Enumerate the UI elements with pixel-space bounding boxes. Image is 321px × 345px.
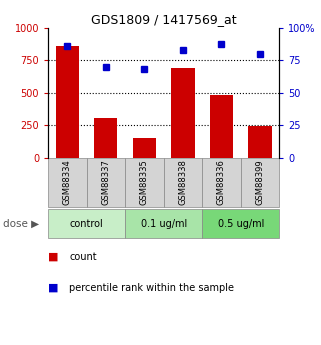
Bar bbox=[241, 158, 279, 207]
Bar bbox=[94, 118, 117, 158]
Bar bbox=[87, 158, 125, 207]
Text: 0.5 ug/ml: 0.5 ug/ml bbox=[218, 218, 264, 228]
Text: GSM88337: GSM88337 bbox=[101, 159, 110, 205]
Title: GDS1809 / 1417569_at: GDS1809 / 1417569_at bbox=[91, 13, 237, 27]
Text: GSM88399: GSM88399 bbox=[256, 160, 265, 205]
Text: percentile rank within the sample: percentile rank within the sample bbox=[69, 283, 234, 293]
Text: count: count bbox=[69, 252, 97, 262]
Text: GSM88336: GSM88336 bbox=[217, 159, 226, 205]
Text: 0.1 ug/ml: 0.1 ug/ml bbox=[141, 218, 187, 228]
Bar bbox=[48, 209, 125, 238]
Text: control: control bbox=[70, 218, 104, 228]
Text: GSM88338: GSM88338 bbox=[178, 159, 187, 205]
Text: dose ▶: dose ▶ bbox=[3, 218, 39, 228]
Bar bbox=[202, 158, 241, 207]
Bar bbox=[56, 46, 79, 158]
Text: ■: ■ bbox=[48, 283, 59, 293]
Bar bbox=[248, 126, 272, 158]
Text: ■: ■ bbox=[48, 252, 59, 262]
Bar bbox=[171, 68, 195, 158]
Bar bbox=[133, 138, 156, 158]
Bar bbox=[164, 158, 202, 207]
Bar bbox=[48, 158, 87, 207]
Bar bbox=[210, 95, 233, 158]
Bar bbox=[125, 209, 202, 238]
Text: GSM88335: GSM88335 bbox=[140, 160, 149, 205]
Bar bbox=[202, 209, 279, 238]
Text: GSM88334: GSM88334 bbox=[63, 160, 72, 205]
Bar bbox=[125, 158, 164, 207]
